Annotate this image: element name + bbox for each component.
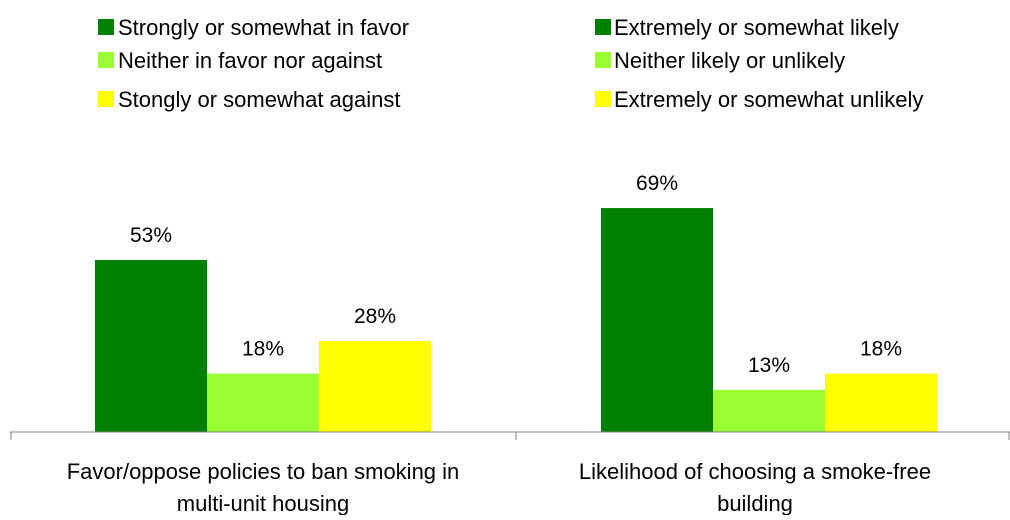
bar: [95, 260, 207, 432]
legend: Strongly or somewhat in favor Neither in …: [98, 15, 923, 112]
legend-label: Strongly or somewhat in favor: [118, 15, 409, 40]
legend-label: Neither in favor nor against: [118, 48, 382, 73]
legend-item: Neither likely or unlikely: [595, 48, 845, 73]
bar: [825, 373, 937, 432]
bar: [601, 208, 713, 432]
bar-group: 69% 13% 18%: [601, 172, 937, 432]
bar-value-label: 18%: [860, 338, 902, 361]
bar: [207, 373, 319, 432]
bar: [713, 389, 825, 432]
bar: [319, 341, 431, 432]
legend-item: Strongly or somewhat in favor: [98, 15, 409, 40]
plot-area: 53% 18% 28% 69% 13% 18%: [95, 172, 937, 432]
bar-value-label: 13%: [748, 354, 790, 377]
bar-value-label: 53%: [130, 224, 172, 247]
legend-item: Stongly or somewhat against: [98, 87, 401, 112]
bar-value-label: 18%: [242, 338, 284, 361]
legend-swatch: [98, 19, 114, 35]
legend-swatch: [595, 91, 611, 107]
legend-swatch: [98, 91, 114, 107]
category-label: Favor/oppose policies to ban smoking in m…: [67, 459, 460, 515]
bar-value-label: 28%: [354, 305, 396, 328]
bar-group: 53% 18% 28%: [95, 224, 431, 432]
legend-swatch: [595, 52, 611, 68]
x-axis: Favor/oppose policies to ban smoking in m…: [10, 431, 1010, 516]
legend-label: Neither likely or unlikely: [614, 48, 845, 73]
legend-item: Extremely or somewhat unlikely: [595, 87, 923, 112]
legend-swatch: [98, 52, 114, 68]
bar-value-label: 69%: [636, 172, 678, 195]
legend-label: Extremely or somewhat unlikely: [614, 87, 923, 112]
legend-swatch: [595, 19, 611, 35]
legend-label: Stongly or somewhat against: [118, 87, 401, 112]
legend-item: Extremely or somewhat likely: [595, 15, 899, 40]
category-label: Likelihood of choosing a smoke-free build…: [579, 459, 931, 515]
legend-item: Neither in favor nor against: [98, 48, 382, 73]
legend-label: Extremely or somewhat likely: [614, 15, 899, 40]
